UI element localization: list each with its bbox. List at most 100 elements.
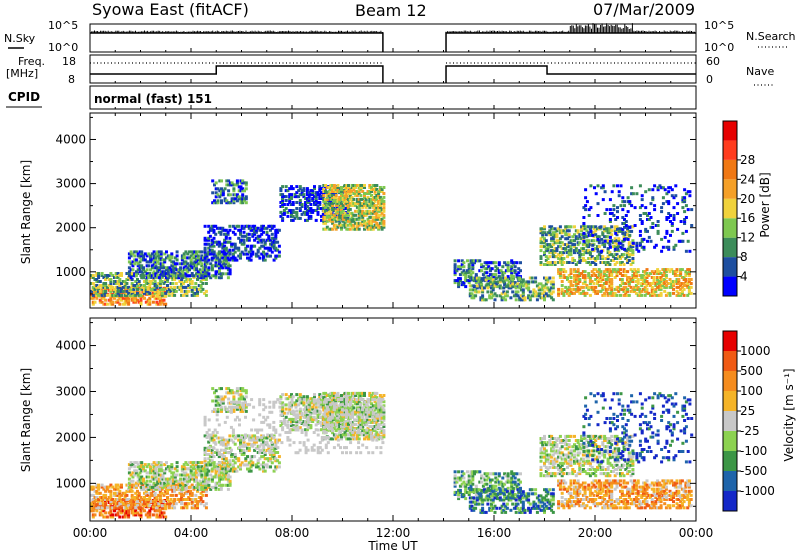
power-echo-cell bbox=[564, 270, 568, 274]
power-echo-cell bbox=[610, 253, 614, 257]
power-echo-cell bbox=[601, 278, 605, 281]
power-echo-cell bbox=[364, 201, 368, 205]
velocity-echo-cell bbox=[150, 485, 154, 489]
power-echo-cell bbox=[566, 289, 569, 293]
power-echo-cell bbox=[184, 264, 188, 268]
velocity-echo-cell bbox=[114, 491, 118, 495]
power-echo-cell bbox=[588, 293, 592, 297]
power-echo-cell bbox=[357, 201, 361, 205]
velocity-echo-cell bbox=[109, 483, 113, 487]
velocity-echo-cell bbox=[153, 491, 157, 495]
power-echo-cell bbox=[282, 210, 286, 214]
power-echo-cell bbox=[295, 195, 299, 199]
power-echo-cell bbox=[683, 198, 687, 202]
power-echo-cell bbox=[354, 184, 358, 187]
power-echo-cell bbox=[230, 256, 234, 260]
velocity-echo-cell bbox=[131, 463, 135, 467]
power-echo-cell bbox=[322, 197, 326, 201]
power-echo-cell bbox=[241, 181, 245, 185]
power-echo-cell bbox=[173, 293, 177, 297]
velocity-echo-cell bbox=[100, 498, 104, 501]
velocity-echo-cell bbox=[105, 515, 109, 519]
power-echo-cell bbox=[230, 183, 234, 187]
colorbar-segment bbox=[723, 276, 737, 296]
power-echo-cell bbox=[633, 268, 637, 272]
power-echo-cell bbox=[347, 219, 350, 223]
power-echo-cell bbox=[684, 229, 688, 233]
velocity-echo-cell bbox=[239, 467, 242, 471]
power-echo-cell bbox=[597, 245, 601, 249]
power-echo-cell bbox=[132, 298, 136, 302]
power-echo-cell bbox=[148, 300, 152, 304]
power-echo-cell bbox=[156, 254, 160, 258]
power-echo-cell bbox=[363, 213, 366, 217]
velocity-echo-cell bbox=[163, 463, 167, 467]
power-echo-cell bbox=[619, 229, 623, 233]
power-echo-cell bbox=[343, 192, 347, 195]
velocity-echo-cell bbox=[203, 448, 207, 452]
velocity-echo-cell bbox=[160, 511, 164, 515]
power-echo-cell bbox=[659, 280, 663, 283]
power-echo-cell bbox=[336, 199, 340, 203]
power-echo-cell bbox=[263, 242, 267, 246]
power-echo-cell bbox=[668, 282, 672, 285]
power-echo-cell bbox=[345, 194, 349, 197]
power-echo-cell bbox=[220, 201, 223, 205]
power-echo-cell bbox=[311, 209, 315, 212]
power-echo-cell bbox=[366, 221, 370, 225]
power-echo-cell bbox=[588, 276, 592, 279]
velocity-echo-cell bbox=[164, 485, 168, 489]
power-echo-cell bbox=[196, 287, 199, 291]
power-echo-cell bbox=[217, 250, 221, 254]
velocity-echo-cell bbox=[169, 498, 173, 501]
power-echo-cell bbox=[573, 259, 576, 262]
velocity-echo-cell bbox=[125, 489, 129, 493]
velocity-echo-cell bbox=[109, 511, 113, 515]
velocity-echo-cell bbox=[187, 489, 191, 493]
power-echo-cell bbox=[587, 251, 591, 255]
power-echo-cell bbox=[109, 298, 113, 302]
power-echo-cell bbox=[645, 268, 649, 272]
power-echo-cell bbox=[235, 195, 239, 199]
power-echo-cell bbox=[249, 254, 253, 258]
velocity-echo-cell bbox=[93, 505, 97, 509]
power-echo-cell bbox=[298, 209, 302, 212]
velocity-echo-cell bbox=[165, 479, 168, 483]
power-echo-cell bbox=[569, 241, 573, 245]
power-echo-cell bbox=[475, 290, 479, 294]
power-echo-cell bbox=[357, 199, 361, 203]
power-echo-cell bbox=[608, 268, 612, 272]
power-echo-cell bbox=[562, 270, 566, 274]
power-echo-cell bbox=[621, 227, 625, 231]
power-echo-cell bbox=[343, 184, 347, 187]
power-echo-cell bbox=[244, 195, 248, 199]
power-echo-cell bbox=[118, 280, 122, 283]
power-echo-cell bbox=[653, 208, 657, 212]
power-echo-cell bbox=[566, 251, 569, 255]
power-echo-cell bbox=[368, 223, 372, 227]
power-echo-cell bbox=[539, 282, 543, 286]
power-echo-cell bbox=[462, 283, 466, 287]
power-echo-cell bbox=[592, 268, 596, 272]
power-echo-cell bbox=[492, 273, 496, 277]
velocity-echo-cell bbox=[131, 479, 135, 483]
power-echo-cell bbox=[587, 241, 591, 245]
velocity-echo-cell bbox=[159, 463, 163, 467]
velocity-echo-cell bbox=[118, 502, 122, 506]
power-echo-cell bbox=[508, 269, 512, 273]
power-echo-cell bbox=[354, 213, 358, 217]
power-echo-cell bbox=[581, 257, 585, 260]
power-echo-cell bbox=[513, 265, 517, 269]
power-echo-cell bbox=[186, 274, 190, 278]
power-echo-cell bbox=[154, 258, 158, 262]
power-echo-cell bbox=[354, 201, 358, 205]
power-echo-cell bbox=[617, 285, 621, 289]
power-echo-cell bbox=[363, 227, 366, 231]
power-echo-cell bbox=[592, 282, 596, 285]
power-echo-cell bbox=[91, 276, 95, 279]
power-echo-cell bbox=[295, 212, 299, 216]
velocity-echo-cell bbox=[251, 434, 255, 438]
power-echo-cell bbox=[288, 195, 292, 199]
velocity-echo-cell bbox=[217, 455, 221, 459]
